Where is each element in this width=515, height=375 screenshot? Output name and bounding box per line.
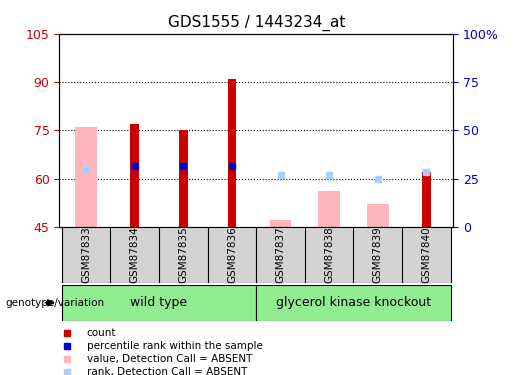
Bar [159, 227, 208, 283]
Bar [62, 285, 256, 321]
Text: glycerol kinase knockout: glycerol kinase knockout [276, 296, 431, 309]
Bar [422, 172, 431, 227]
Text: GSM87834: GSM87834 [130, 226, 140, 284]
Bar [367, 204, 389, 227]
Text: GSM87840: GSM87840 [421, 226, 432, 284]
Text: GSM87838: GSM87838 [324, 226, 334, 284]
Bar [305, 227, 353, 283]
Text: GSM87833: GSM87833 [81, 226, 91, 284]
Bar [256, 285, 451, 321]
Text: wild type: wild type [130, 296, 187, 309]
Bar [130, 124, 139, 227]
Bar [353, 227, 402, 283]
Text: value, Detection Call = ABSENT: value, Detection Call = ABSENT [87, 354, 252, 364]
Text: GSM87836: GSM87836 [227, 226, 237, 284]
Bar [269, 220, 291, 227]
Text: genotype/variation: genotype/variation [5, 298, 104, 308]
Title: GDS1555 / 1443234_at: GDS1555 / 1443234_at [167, 15, 345, 31]
Bar [402, 227, 451, 283]
Bar [179, 130, 187, 227]
Text: GSM87839: GSM87839 [373, 226, 383, 284]
Text: rank, Detection Call = ABSENT: rank, Detection Call = ABSENT [87, 368, 247, 375]
Text: count: count [87, 328, 116, 338]
Text: GSM87835: GSM87835 [178, 226, 188, 284]
Bar [62, 227, 110, 283]
Bar [110, 227, 159, 283]
Text: percentile rank within the sample: percentile rank within the sample [87, 341, 263, 351]
Bar [256, 227, 305, 283]
Bar [318, 192, 340, 227]
Bar [75, 127, 97, 227]
Bar [228, 79, 236, 227]
Text: GSM87837: GSM87837 [276, 226, 285, 284]
Bar [208, 227, 256, 283]
